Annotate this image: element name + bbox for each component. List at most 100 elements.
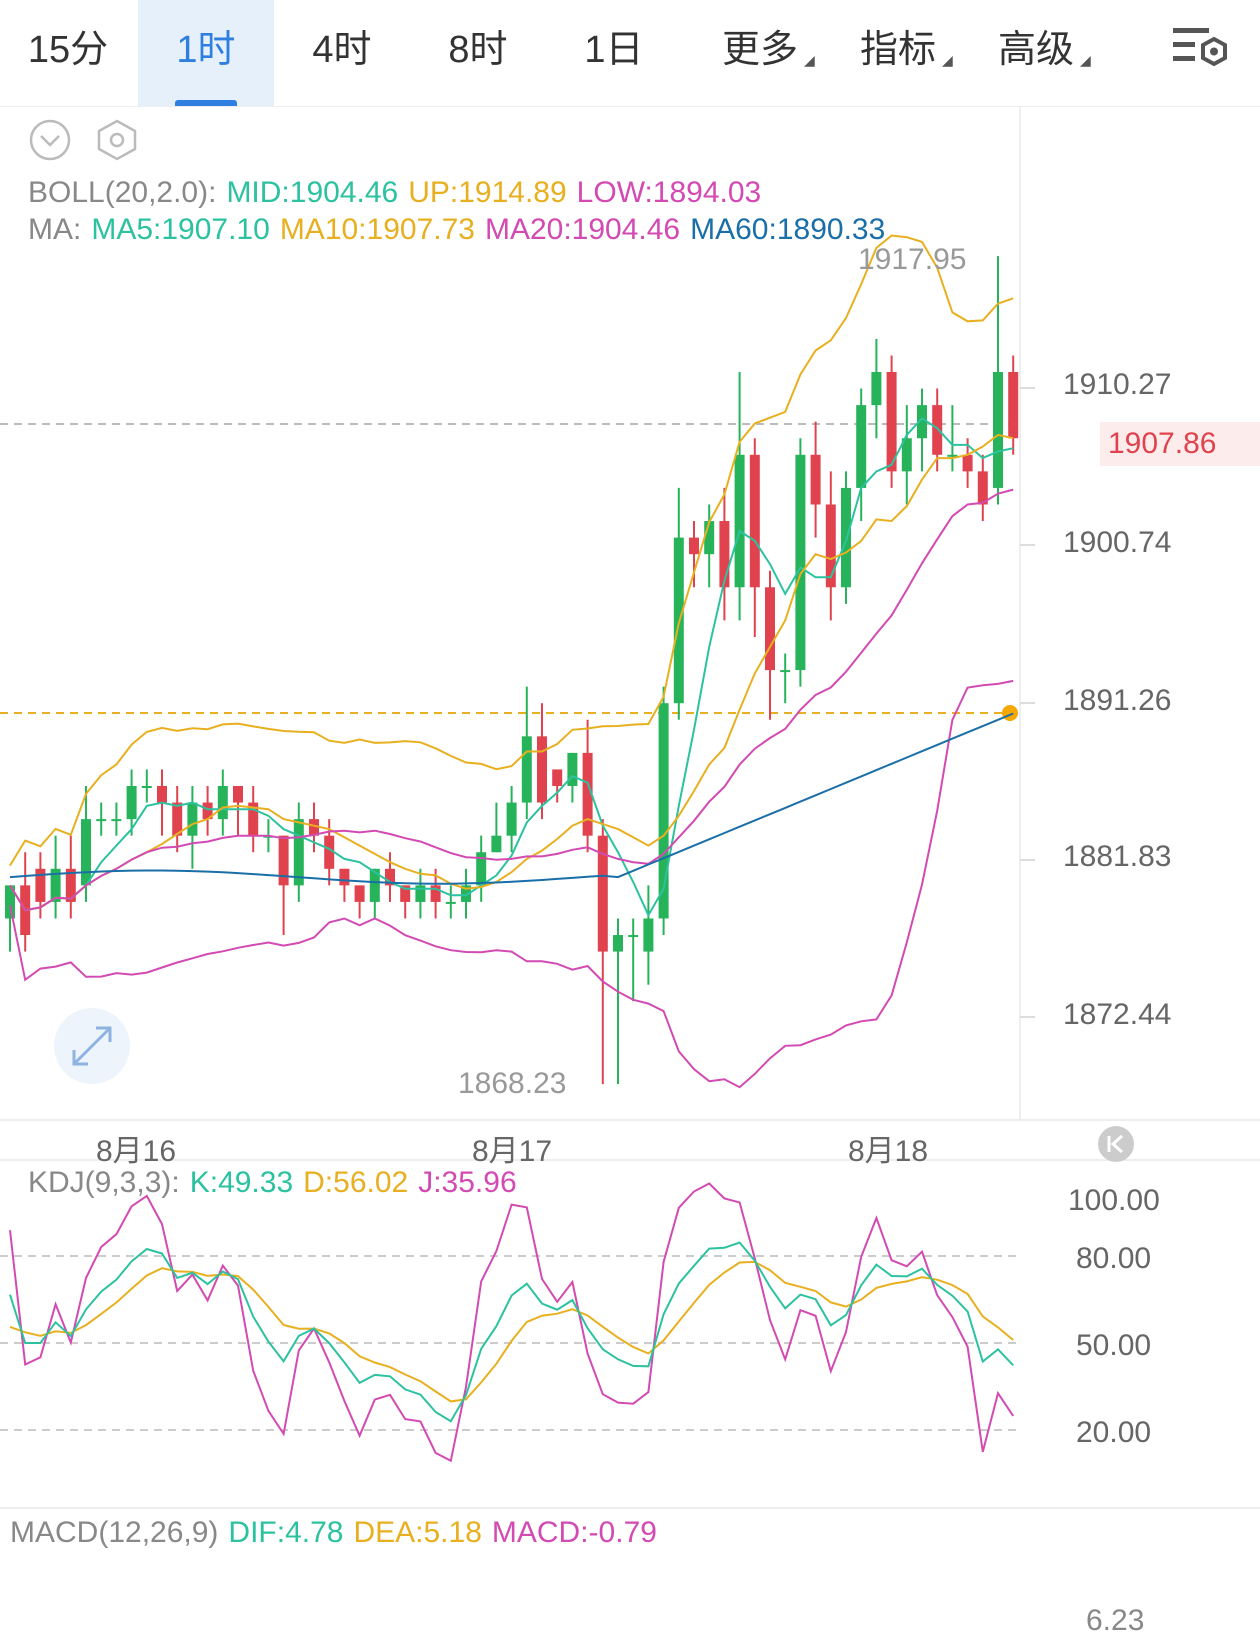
tab-more-dropdown[interactable]: 更多: [700, 0, 820, 106]
candle: [461, 885, 471, 902]
macd-dif: DIF:4.78: [228, 1516, 344, 1549]
candle: [141, 786, 152, 789]
tab-label: 8时: [448, 29, 508, 71]
active-tab-indicator: [175, 100, 237, 106]
candle: [932, 405, 943, 455]
candle: [719, 521, 730, 588]
candle: [400, 885, 411, 902]
ma-legend: MA: MA5:1907.10 MA10:1907.73 MA20:1904.46 MA…: [28, 213, 895, 247]
timeframe-tabs: 15分 1时 4时 8时 1日 更多 ◢ 指标 ◢ 高级 ◢: [0, 0, 1260, 107]
boll-up: UP:1914.89: [408, 176, 567, 209]
candle: [689, 537, 699, 555]
candle: [901, 438, 912, 472]
caret-down-icon: ◢: [804, 52, 815, 68]
tab-advanced-dropdown[interactable]: 高级: [976, 0, 1096, 106]
candle: [506, 802, 517, 836]
candle: [749, 454, 760, 588]
candle: [233, 786, 243, 803]
expand-arrows-icon[interactable]: [52, 1006, 132, 1086]
ma5-value: MA5:1907.10: [91, 213, 270, 246]
candle: [202, 802, 213, 820]
candle: [111, 819, 122, 822]
boll-low: LOW:1894.03: [576, 176, 762, 209]
skip-to-start-icon[interactable]: [1096, 1124, 1136, 1164]
chart-settings-icon[interactable]: [1170, 22, 1230, 72]
candle: [172, 802, 183, 836]
macd-legend: MACD(12,26,9) DIF:4.78 DEA:5.18 MACD:-0.79: [10, 1516, 667, 1550]
candle: [886, 372, 897, 472]
price-axis-label: 1900.74: [1063, 526, 1172, 559]
tab-label: 4时: [312, 29, 372, 71]
candle: [65, 868, 76, 902]
candle: [628, 935, 639, 938]
candle: [856, 405, 867, 488]
chevron-down-circle-icon[interactable]: [28, 118, 72, 162]
candle: [780, 670, 791, 673]
candle: [825, 504, 836, 588]
kdj-j-line: [9, 1182, 1015, 1463]
kdj-k-line: [9, 1241, 1014, 1423]
price-axis-label: 1872.44: [1063, 998, 1172, 1031]
candle: [871, 372, 882, 406]
macd-histogram-value: MACD:-0.79: [491, 1516, 657, 1549]
ma-prefix: MA:: [28, 213, 82, 246]
period-low-label: 1868.23: [458, 1067, 567, 1100]
candle: [947, 454, 958, 457]
tab-1d[interactable]: 1日: [546, 0, 682, 106]
candle: [476, 852, 487, 886]
tab-4h[interactable]: 4时: [274, 0, 410, 106]
candle: [537, 736, 547, 803]
tab-15m[interactable]: 15分: [0, 0, 136, 106]
candle: [385, 868, 395, 886]
tab-label: 更多: [721, 29, 798, 71]
candle: [704, 521, 715, 555]
boll-mid: MID:1904.46: [226, 176, 399, 209]
ma10-value: MA10:1907.73: [279, 213, 475, 246]
boll-legend: BOLL(20,2.0): MID:1904.46 UP:1914.89 LOW:18…: [28, 176, 771, 210]
kdj-legend: KDJ(9,3,3): K:49.33 D:56.02 J:35.96: [28, 1166, 527, 1200]
candle: [734, 454, 745, 588]
candle: [96, 819, 107, 822]
candle: [324, 835, 335, 869]
candle: [962, 454, 973, 472]
candle: [5, 885, 15, 919]
period-high-label: 1917.95: [858, 243, 967, 276]
candle: [658, 703, 669, 919]
kdj-axis-label: 80.00: [1076, 1242, 1152, 1275]
candle: [309, 819, 319, 836]
kdj-d: D:56.02: [303, 1166, 409, 1199]
candle: [369, 868, 380, 902]
caret-down-icon: ◢: [942, 52, 953, 68]
tab-8h[interactable]: 8时: [410, 0, 546, 106]
tab-label: 高级: [997, 29, 1074, 71]
candle: [445, 901, 456, 904]
candle: [810, 454, 821, 505]
candle: [339, 868, 350, 886]
candle: [582, 752, 593, 836]
candle: [1008, 372, 1019, 439]
candle: [613, 935, 623, 952]
ma20-line: [9, 488, 1014, 912]
candle: [552, 769, 563, 787]
kdj-k: K:49.33: [189, 1166, 294, 1199]
candle: [248, 802, 259, 836]
tab-1h[interactable]: 1时: [138, 0, 274, 106]
kdj-d-line: [9, 1260, 1014, 1403]
kdj-prefix: KDJ(9,3,3):: [28, 1166, 180, 1199]
candle: [977, 471, 988, 505]
current-price-tag: 1907.86: [1100, 422, 1260, 466]
candle: [521, 736, 532, 803]
caret-down-icon: ◢: [1080, 52, 1091, 68]
candle: [795, 454, 806, 671]
ma5-line: [9, 417, 1014, 918]
macd-axis-label: 6.23: [1086, 1604, 1145, 1637]
hexagon-settings-icon[interactable]: [94, 118, 140, 162]
tab-indicators-dropdown[interactable]: 指标: [838, 0, 958, 106]
kdj-axis-label: 50.00: [1076, 1329, 1152, 1362]
current-price: 1907.86: [1108, 427, 1217, 460]
candle: [187, 802, 198, 836]
kdj-j: J:35.96: [418, 1166, 517, 1199]
boll-lower-line: [9, 679, 1014, 1089]
date-axis-label: 8月16: [96, 1135, 177, 1168]
